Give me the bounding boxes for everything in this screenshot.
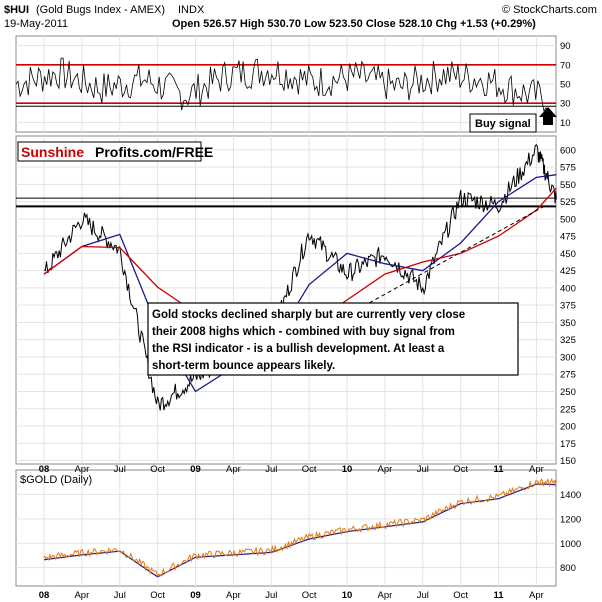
x-tick-label: Jul [114,464,126,475]
x-tick-label-bottom: Apr [74,590,89,601]
price-panel [15,135,557,465]
price-y-tick-label: 575 [560,163,576,174]
price-y-tick-label: 600 [560,145,576,156]
price-y-tick-label: 400 [560,283,576,294]
gold-panel [15,469,557,587]
price-y-tick-label: 475 [560,232,576,243]
x-tick-label-bottom: Apr [226,590,241,601]
x-tick-label: Apr [74,464,89,475]
buy-signal-box [469,113,537,133]
x-tick-label: 09 [190,464,201,475]
rsi-series-line [15,57,549,112]
date-label: 19-May-2011 [4,18,68,30]
comment-line-3: the RSI indicator - is a bullish develop… [152,343,445,355]
price-y-tick-label: 425 [560,266,576,277]
price-y-tick-label: 175 [560,439,576,450]
up-arrow-icon [539,107,557,125]
x-tick-label: Oct [150,464,165,475]
gold-panel-title: $GOLD (Daily) [20,474,92,486]
price-y-tick-label: 375 [560,301,576,312]
rsi-layer [15,57,556,112]
brand-sunshine: Sunshine [21,144,84,160]
price-y-tick-label: 250 [560,387,576,398]
price-y-tick-label: 225 [560,404,576,415]
x-tick-label: Apr [529,464,544,475]
price-series-line [43,143,557,411]
x-tick-label-bottom: Apr [529,590,544,601]
price-y-tick-label: 350 [560,318,576,329]
x-tick-label: 11 [494,464,505,475]
x-tick-label: Apr [378,464,393,475]
gold-y-tick-label: 1200 [560,514,581,525]
x-tick-label: Jul [265,464,277,475]
x-tick-label-bottom: 11 [494,590,505,601]
x-tick-label-bottom: Jul [114,590,126,601]
x-tick-label: Oct [302,464,317,475]
x-tick-label-bottom: Oct [453,590,468,601]
credit-label: © StockCharts.com [502,4,597,16]
price-y-tick-label: 150 [560,456,576,467]
x-tick-label-bottom: 08 [39,590,50,601]
x-tick-label-bottom: Apr [378,590,393,601]
x-tick-label: Apr [226,464,241,475]
ohlc-label: Open 526.57 High 530.70 Low 523.50 Close… [172,18,536,30]
axis-ticks: 08 08 Apr Apr Jul Jul Oct Oct 09 09 Apr Apr Jul Jul Oc… [39,41,581,601]
x-tick-label-bottom: Oct [150,590,165,601]
price-y-tick-label: 200 [560,422,576,433]
x-tick-label: 10 [342,464,353,475]
x-tick-label-bottom: Jul [417,590,429,601]
price-y-tick-label: 450 [560,249,576,260]
x-tick-label-bottom: Jul [265,590,277,601]
price-y-tick-label: 525 [560,197,576,208]
comment-line-2: their 2008 highs which - combined with b… [152,326,455,338]
comment-line-1: Gold stocks declined sharply but are cur… [152,309,465,321]
x-tick-label: Oct [453,464,468,475]
gold-series-line [43,477,557,578]
price-y-tick-label: 550 [560,180,576,191]
rsi-y-tick-label: 10 [560,118,571,129]
x-tick-label-bottom: 09 [190,590,201,601]
gold-y-tick-label: 1400 [560,490,581,501]
exchange-label: INDX [178,4,205,16]
gold-y-tick-label: 1000 [560,539,581,550]
rsi-y-tick-label: 30 [560,99,571,110]
x-tick-label: 08 [39,464,50,475]
price-y-tick-label: 275 [560,370,576,381]
gold-y-tick-label: 800 [560,563,576,574]
x-tick-label: Jul [417,464,429,475]
comment-box [147,302,519,376]
short-ma-line [43,174,557,393]
price-y-tick-label: 300 [560,352,576,363]
buy-signal-label: Buy signal [475,118,531,130]
rsi-y-tick-label: 90 [560,41,571,52]
brand-profits: Profits.com/FREE [95,144,213,160]
x-tick-label-bottom: 10 [342,590,353,601]
index-name: (Gold Bugs Index - AMEX) [36,4,165,16]
rsi-y-tick-label: 50 [560,80,571,91]
brand-box [17,141,202,162]
gold-layer [43,477,557,578]
price-y-tick-label: 500 [560,214,576,225]
comment-line-4: short-term bounce appears likely. [152,360,335,372]
x-tick-label-bottom: Oct [302,590,317,601]
price-y-tick-label: 325 [560,335,576,346]
rsi-y-tick-label: 70 [560,60,571,71]
symbol-label: $HUI [4,4,29,16]
